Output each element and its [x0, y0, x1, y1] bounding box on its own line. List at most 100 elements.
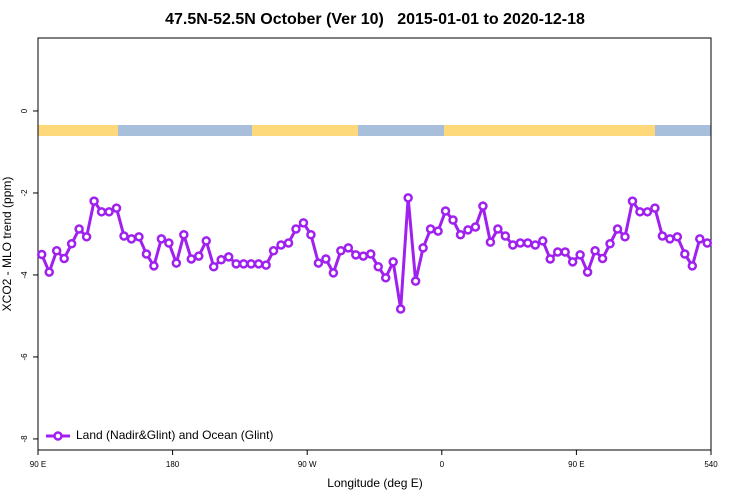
data-point: [627, 196, 638, 206]
data-point: [119, 231, 129, 241]
data-point: [463, 225, 473, 235]
data-point: [149, 261, 159, 271]
data-point: [261, 260, 271, 270]
data-point: [134, 232, 144, 242]
chart-title: 47.5N-52.5N October (Ver 10) 2015-01-01 …: [165, 11, 585, 28]
x-axis-label: Longitude (deg E): [327, 476, 422, 490]
y-tick-label: -2: [20, 189, 29, 197]
data-point: [223, 252, 234, 262]
data-point: [605, 239, 615, 249]
data-point: [126, 234, 137, 244]
data-point: [201, 236, 211, 246]
data-point: [313, 258, 324, 268]
data-point: [410, 276, 421, 286]
data-point: [388, 257, 398, 267]
data-point: [620, 232, 630, 242]
data-point: [66, 239, 77, 249]
data-point: [336, 246, 346, 256]
data-point: [373, 262, 383, 272]
data-point: [291, 224, 301, 234]
x-tick-label: 540: [704, 460, 718, 469]
y-tick-label: -4: [20, 271, 29, 279]
y-axis-label: XCO2 - MLO trend (ppm): [0, 177, 14, 312]
data-point: [111, 203, 122, 213]
land-segment: [444, 125, 655, 136]
data-point: [216, 255, 226, 265]
data-point: [433, 226, 443, 236]
data-point: [418, 243, 428, 253]
data-point: [403, 193, 413, 203]
data-point: [89, 196, 99, 206]
land-ocean-strip: [38, 125, 711, 136]
data-point: [552, 247, 563, 257]
data-point: [194, 251, 204, 261]
y-tick-label: 0: [20, 108, 29, 113]
y-tick-label: -6: [20, 353, 29, 361]
data-point: [485, 237, 496, 247]
data-point: [179, 230, 189, 240]
data-point: [164, 238, 174, 248]
data-point: [343, 243, 354, 253]
data-point: [268, 246, 279, 256]
data-point: [171, 258, 182, 268]
data-point: [366, 249, 376, 259]
data-point: [395, 304, 406, 314]
data-point: [44, 267, 54, 277]
data-point: [672, 232, 683, 242]
data-point: [253, 259, 264, 269]
data-point: [635, 207, 645, 217]
data-point: [238, 259, 249, 269]
data-point: [590, 246, 600, 256]
ocean-segment: [118, 125, 252, 136]
data-point: [582, 267, 593, 277]
data-point: [156, 234, 167, 244]
data-point: [695, 234, 705, 244]
data-point: [508, 240, 518, 250]
data-point: [208, 262, 219, 272]
data-point: [515, 238, 526, 248]
data-point: [328, 268, 339, 278]
data-point: [231, 259, 241, 269]
data-point: [351, 250, 361, 260]
data-point: [567, 257, 578, 267]
data-point: [59, 253, 69, 264]
data-point: [702, 238, 713, 248]
x-tick-label: 90 W: [298, 460, 317, 469]
x-tick-label: 90 E: [30, 460, 46, 469]
data-point: [298, 218, 309, 228]
data-point: [74, 224, 84, 234]
data-point: [650, 203, 660, 213]
data-point: [500, 231, 511, 241]
y-tick-label: -8: [20, 435, 29, 443]
data-point: [665, 234, 675, 244]
data-point: [642, 207, 653, 217]
data-point: [36, 249, 47, 260]
data-point: [538, 236, 548, 246]
data-point: [141, 249, 152, 259]
data-point: [680, 249, 690, 259]
data-point: [455, 230, 466, 240]
data-point: [51, 246, 62, 256]
data-point: [530, 240, 541, 250]
data-point: [186, 254, 197, 264]
x-tick-label: 180: [166, 460, 180, 469]
x-tick-label: 0: [440, 460, 445, 469]
data-point: [545, 254, 555, 264]
data-point: [448, 215, 458, 225]
data-point: [276, 240, 286, 250]
data-point: [657, 231, 668, 241]
data-point: [306, 230, 316, 240]
data-point: [560, 247, 570, 257]
legend-label: Land (Nadir&Glint) and Ocean (Glint): [76, 428, 273, 442]
data-point: [96, 207, 107, 217]
data-point: [358, 251, 369, 261]
data-point: [575, 250, 585, 260]
data-point: [523, 238, 533, 248]
data-point: [687, 261, 698, 271]
data-point: [425, 224, 436, 234]
ocean-segment: [655, 125, 711, 136]
data-point: [104, 207, 114, 217]
data-point: [81, 232, 92, 242]
data-point: [380, 273, 391, 283]
